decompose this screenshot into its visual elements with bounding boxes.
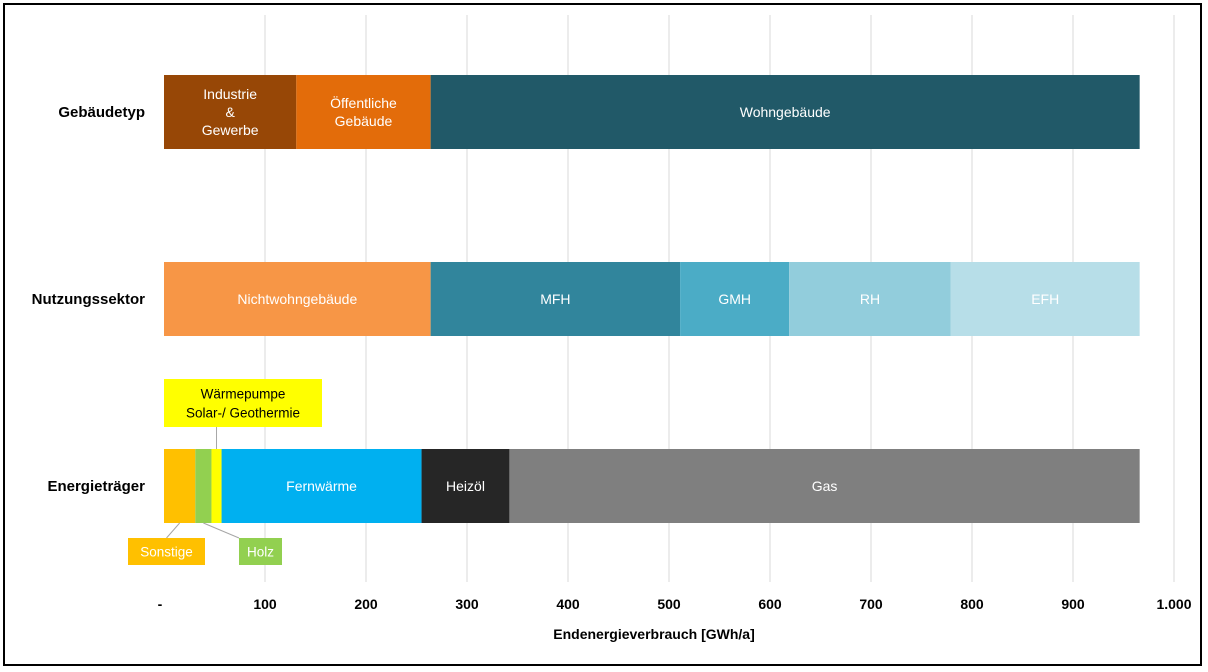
segment-label: Gebäude: [335, 113, 393, 129]
leader-line: [166, 522, 181, 539]
bars: Industrie & Gewerbe Öffentliche Gebäude Wohng…: [164, 75, 1140, 523]
segment-label: &: [225, 104, 235, 120]
segment-label: EFH: [1031, 291, 1059, 307]
bar-segment: [164, 262, 431, 336]
category-label: Nutzungssektor: [32, 291, 146, 308]
segment-label: Wohngebäude: [740, 104, 831, 120]
segment-label: Gas: [812, 478, 838, 494]
bar-segment: [421, 449, 510, 523]
category-label: Energieträger: [47, 478, 145, 495]
x-tick-label: -: [158, 596, 163, 612]
x-tick-label: 400: [556, 596, 580, 612]
callout-sonstige-box: [128, 538, 205, 565]
bar-segment: [296, 75, 431, 149]
callouts: Wärmepumpe Solar-/ Geothermie Sonstige Holz: [128, 379, 322, 565]
x-axis-title: Endenergieverbrauch [GWh/a]: [553, 626, 754, 642]
x-tick-label: 900: [1061, 596, 1085, 612]
callout-sonstige-label: Sonstige: [140, 545, 193, 560]
bar-segment: [164, 75, 297, 149]
category-label: Gebäudetyp: [58, 104, 145, 121]
bar-segment: [221, 449, 422, 523]
bar-segment: [211, 449, 222, 523]
bar-segment: [680, 262, 790, 336]
segment-label: Nichtwohngebäude: [237, 291, 357, 307]
x-tick-label: 200: [354, 596, 378, 612]
x-tick-label: 300: [455, 596, 479, 612]
callout-waermepumpe-label: Wärmepumpe: [201, 387, 286, 402]
segment-label: Heizöl: [446, 478, 485, 494]
bar-segment: [509, 449, 1140, 523]
segment-label: Gewerbe: [202, 122, 259, 138]
bar-segment: [430, 75, 1140, 149]
callout-holz-box: [239, 538, 282, 565]
category-labels: Gebäudetyp Nutzungssektor Energieträger: [32, 104, 146, 495]
bar-segment: [430, 262, 681, 336]
segment-label: MFH: [540, 291, 570, 307]
bar-segment: [950, 262, 1140, 336]
x-tick-label: 500: [657, 596, 681, 612]
bar-segment: [789, 262, 951, 336]
x-tick-labels: - 100 200 300 400 500 600 700 800 900 1.000: [158, 596, 1192, 612]
x-tick-label: 600: [758, 596, 782, 612]
bar-segment: [164, 449, 196, 523]
bar-segment: [195, 449, 212, 523]
segment-label: RH: [860, 291, 880, 307]
segment-label: Industrie: [203, 86, 257, 102]
callout-waermepumpe-box: [164, 379, 322, 427]
leader-line: [203, 522, 240, 539]
x-tick-label: 100: [253, 596, 277, 612]
x-tick-label: 800: [960, 596, 984, 612]
x-tick-label: 1.000: [1156, 596, 1191, 612]
callout-waermepumpe-label: Solar-/ Geothermie: [186, 406, 300, 421]
segment-label: Öffentliche: [330, 94, 397, 111]
segment-label: GMH: [718, 291, 751, 307]
x-tick-label: 700: [859, 596, 883, 612]
callout-holz-label: Holz: [247, 545, 274, 560]
segment-label: Fernwärme: [286, 478, 357, 494]
